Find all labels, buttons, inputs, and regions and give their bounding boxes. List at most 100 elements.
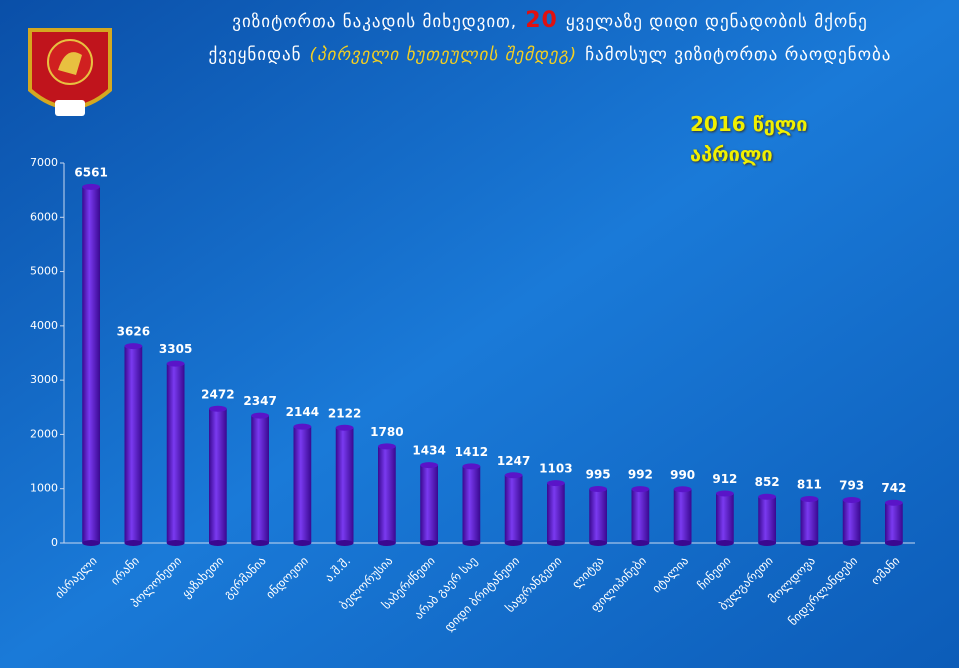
bar [335,427,354,543]
bar [758,496,776,543]
data-label: 992 [628,468,653,482]
bar-base [166,540,185,546]
data-label: 995 [586,467,611,481]
logo [28,28,112,116]
bar-base [842,540,861,546]
title: ქვეყნიდან [208,45,302,65]
data-label: 2122 [328,406,361,420]
title: ვიზიტორთა ნაკადის მიხედვით, [232,12,518,32]
data-label: 742 [881,481,906,495]
y-tick-label: 2000 [30,427,58,440]
y-tick-label: 1000 [30,482,58,495]
bar-base [885,540,903,546]
data-label: 2347 [243,394,276,408]
bar [547,483,565,543]
bar-cap [82,183,100,190]
bar [504,475,523,543]
bar-base [335,540,354,546]
bar-cap [420,462,438,469]
bar-base [758,540,776,546]
bar-base [716,540,734,546]
bar-base [800,540,819,546]
bar-base [420,540,438,546]
bar [842,499,861,543]
bar [420,465,438,543]
y-tick-label: 3000 [30,373,58,386]
bar [673,489,692,543]
bar-base [589,540,607,546]
bar-cap [504,472,523,479]
bar-cap [293,423,312,430]
bar-base [251,540,269,546]
bar [124,346,143,543]
subtitle: 2016 წელი [690,112,808,136]
bar-cap [885,499,903,506]
title: (პირველი ხუთეულის შემდეგ) [309,45,578,65]
bar-cap [378,443,396,450]
bar-cap [842,496,861,503]
y-tick-label: 6000 [30,210,58,223]
data-label: 1103 [539,462,572,476]
bar-cap [547,480,565,487]
bar-base [547,540,565,546]
bar [293,426,312,543]
subtitle: აპრილი [690,142,773,166]
bar-cap [673,486,692,493]
data-label: 1780 [370,425,403,439]
data-label: 3305 [159,342,192,356]
bar [462,466,481,543]
bar [800,498,819,543]
bar-base [209,540,227,546]
title-line: ქვეყნიდან (პირველი ხუთეულის შემდეგ) ჩამოსუ… [150,45,950,65]
bar-base [631,540,650,546]
bar-cap [166,360,185,367]
bar-base [293,540,312,546]
y-tick-label: 0 [51,536,58,549]
bar [251,415,269,543]
bar-cap [462,463,481,470]
bar-base [124,540,143,546]
bar [166,363,185,543]
data-label: 3626 [117,325,150,339]
bar-cap [716,490,734,497]
y-tick-label: 7000 [30,156,58,169]
data-label: 1412 [455,445,488,459]
data-label: 2144 [286,405,319,419]
bar-cap [209,405,227,412]
bar-cap [758,493,776,500]
bar [589,488,607,543]
data-label: 852 [755,475,780,489]
bar [82,186,100,543]
bar-cap [124,343,143,350]
bar-cap [589,485,607,492]
y-tick-label: 5000 [30,265,58,278]
bar [378,446,396,543]
data-label: 2472 [201,387,234,401]
title: ჩამოსულ ვიზიტორთა რაოდენობა [585,45,892,65]
y-tick-label: 4000 [30,319,58,332]
bar [631,489,650,543]
bar [209,408,227,543]
data-label: 1434 [412,444,445,458]
data-label: 1247 [497,454,530,468]
bar-cap [631,486,650,493]
bar [885,502,903,543]
data-label: 912 [712,472,737,486]
bar [716,493,734,543]
bar-cap [335,424,354,431]
bar-cap [800,495,819,502]
data-label: 793 [839,478,864,492]
data-label: 990 [670,468,695,482]
bar-base [462,540,481,546]
bar-cap [251,412,269,419]
data-label: 6561 [74,165,107,179]
bar-base [504,540,523,546]
title-line: ვიზიტორთა ნაკადის მიხედვით, 20 ყველაზე დიდ… [150,8,950,33]
bar-base [673,540,692,546]
bar-base [378,540,396,546]
data-label: 811 [797,477,822,491]
title: ყველაზე დიდი დენადობის მქონე [565,12,868,32]
